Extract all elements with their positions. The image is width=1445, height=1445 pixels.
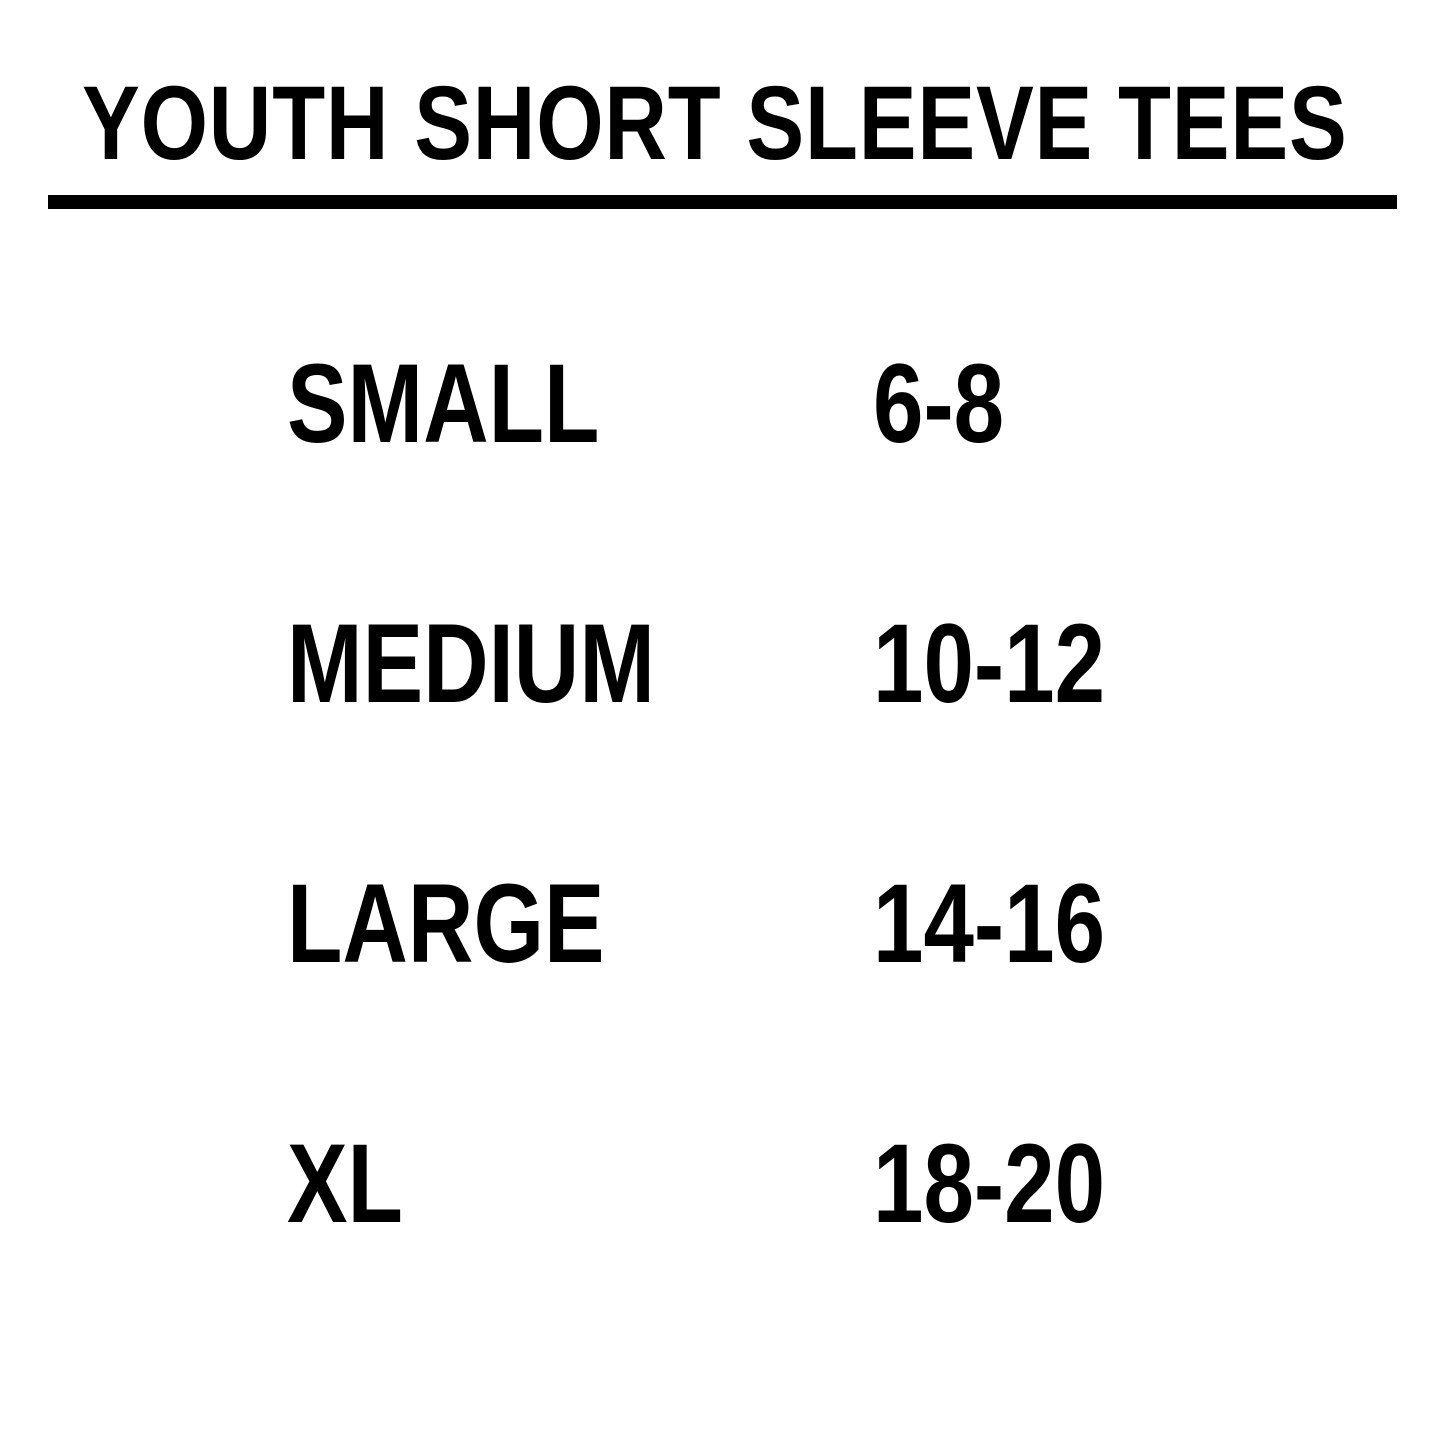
- age-range: 18-20: [873, 1121, 1106, 1246]
- page-title: YOUTH SHORT SLEEVE TEES: [82, 65, 1348, 182]
- age-range: 14-16: [873, 861, 1106, 986]
- size-label: LARGE: [287, 861, 605, 986]
- size-label: XL: [287, 1121, 403, 1246]
- age-range: 6-8: [873, 341, 1005, 466]
- size-label: SMALL: [287, 341, 600, 466]
- size-label: MEDIUM: [287, 601, 655, 726]
- title-divider: [48, 195, 1397, 209]
- age-range: 10-12: [873, 601, 1106, 726]
